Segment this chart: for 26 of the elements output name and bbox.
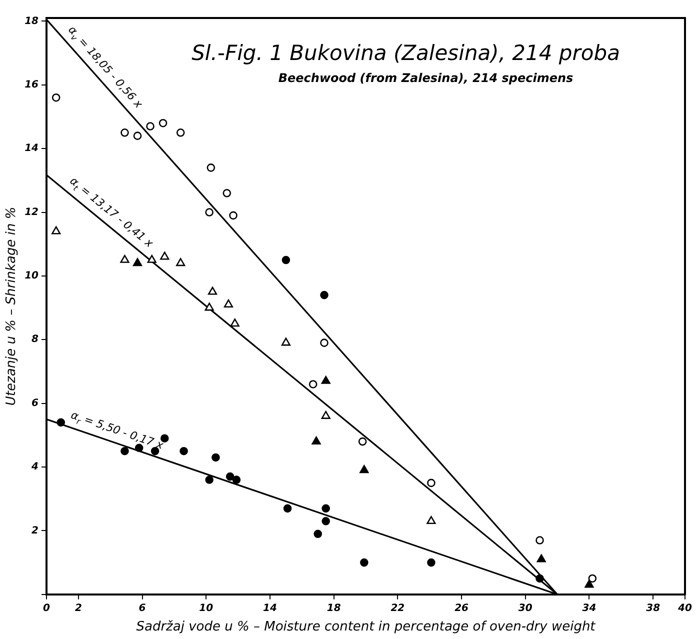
y-tick-label: 14 [24, 143, 39, 154]
y-tick-label: 8 [32, 334, 39, 346]
text: Beechwood (from Zalesina), 214 specimens [278, 71, 574, 85]
x-axis-title: Sadržaj vode u % – Moisture content in percentage of oven-dry weight [136, 620, 596, 635]
annotation: αr = 5,50 - 0,17 x [69, 408, 166, 452]
x-tick-label: 34 [582, 602, 596, 614]
x-tick-label: 30 [518, 602, 532, 614]
x-tick-label: 0 [43, 602, 50, 614]
y-tick-label: 2 [32, 525, 39, 536]
x-tick-label: 14 [263, 602, 277, 614]
y-tick-label: 10 [24, 270, 39, 282]
y-tick-label: 12 [24, 206, 39, 218]
x-tick-label: 38 [646, 602, 660, 614]
y-tick-label: 6 [32, 398, 39, 409]
y-axis-title: Utezanje u % – Shrinkage in % [4, 206, 20, 406]
y-tick-label: 4 [30, 462, 39, 473]
x-tick-label: 6 [138, 602, 146, 614]
text: Sl.-Fig. 1 Bukovina (Zalesina), 214 proba [192, 41, 620, 65]
y-tick-label: 16 [24, 79, 39, 90]
x-tick-label: 18 [326, 602, 341, 614]
y-tick-label: 18 [24, 16, 39, 27]
x-tick-label: 40 [677, 602, 692, 614]
x-tick-label: 10 [199, 602, 214, 614]
x-tick-label: 22 [390, 602, 405, 614]
x-tick-label: 26 [454, 602, 469, 614]
x-tick-label: 2 [74, 602, 82, 614]
